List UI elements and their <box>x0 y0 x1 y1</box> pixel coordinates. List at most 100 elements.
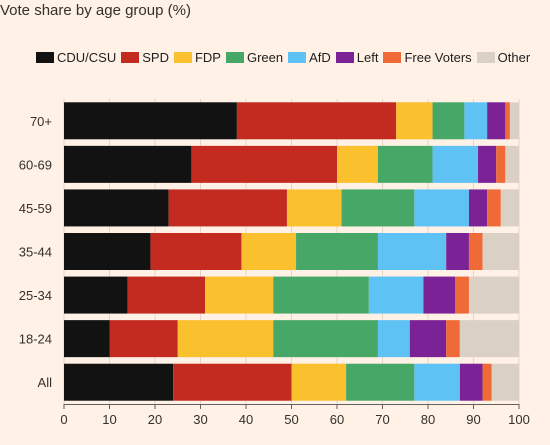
x-tick-label-30: 30 <box>193 412 207 427</box>
y-tick-label-35-44: 35-44 <box>19 245 52 260</box>
x-tick-label-20: 20 <box>148 412 162 427</box>
bar-45-59-cdu-csu <box>64 189 169 227</box>
bar-45-59-spd <box>168 189 287 227</box>
bar-35-44-cdu-csu <box>64 233 151 270</box>
legend-item-other: Other <box>476 50 531 65</box>
y-tick-label-70: 70+ <box>30 114 52 129</box>
legend-item-cdu-csu: CDU/CSU <box>36 50 116 65</box>
legend-label-green: Green <box>246 50 284 65</box>
legend-label-cdu-csu: CDU/CSU <box>57 50 117 65</box>
bar-70-afd <box>464 102 488 140</box>
bar-70-green <box>432 102 465 140</box>
bar-25-34-afd <box>368 276 424 314</box>
bar-35-44-fdp <box>241 233 297 270</box>
x-tick-label-40: 40 <box>239 412 253 427</box>
legend-label-left: Left <box>356 50 379 65</box>
y-tick-label-25-34: 25-34 <box>19 288 52 303</box>
legend-label-free-voters: Free Voters <box>404 50 472 65</box>
x-tick-label-70: 70 <box>375 412 389 427</box>
bar-60-69-left <box>478 145 497 183</box>
legend-swatch-left <box>335 52 354 63</box>
bar-18-24-fdp <box>177 320 274 358</box>
legend-label-afd: AfD <box>309 50 331 65</box>
bar-70-spd <box>236 102 397 140</box>
chart-title: Vote share by age group (%) <box>0 2 191 19</box>
bar-35-44-free-voters <box>468 233 483 270</box>
legend-label-other: Other <box>497 50 531 65</box>
bar-25-34-cdu-csu <box>64 276 128 314</box>
legend-item-spd: SPD <box>121 50 169 65</box>
bar-45-59-afd <box>414 189 469 227</box>
bar-all-cdu-csu <box>64 363 174 401</box>
bar-all-other <box>491 363 519 401</box>
bar-60-69-cdu-csu <box>64 145 192 183</box>
x-tick-label-50: 50 <box>284 412 298 427</box>
bar-all-left <box>459 363 483 401</box>
bar-70-free-voters <box>505 102 510 140</box>
legend-item-afd: AfD <box>288 50 331 65</box>
bar-35-44-other <box>482 233 519 270</box>
legend-swatch-spd <box>121 52 140 63</box>
legend-item-free-voters: Free Voters <box>383 50 472 65</box>
legend-swatch-afd <box>288 52 307 63</box>
bar-18-24-spd <box>109 320 178 358</box>
bar-70-fdp <box>396 102 433 140</box>
bar-18-24-free-voters <box>446 320 460 358</box>
bar-all-spd <box>173 363 292 401</box>
y-tick-label-all: All <box>38 375 53 390</box>
legend-item-green: Green <box>225 50 284 65</box>
legend-swatch-other <box>476 52 495 63</box>
legend-swatch-cdu-csu <box>36 52 54 63</box>
bar-45-59-free-voters <box>487 189 501 227</box>
bar-all-free-voters <box>482 363 492 401</box>
y-tick-label-60-69: 60-69 <box>19 157 52 172</box>
legend-swatch-fdp <box>173 52 192 63</box>
bar-45-59-green <box>341 189 415 227</box>
x-tick-label-60: 60 <box>330 412 344 427</box>
legend-label-fdp: FDP <box>194 50 221 65</box>
bar-18-24-other <box>459 320 519 358</box>
x-tick-label-10: 10 <box>102 412 116 427</box>
bar-25-34-green <box>273 276 369 314</box>
bar-60-69-free-voters <box>496 145 506 183</box>
bar-18-24-green <box>273 320 378 358</box>
bar-all-fdp <box>291 363 347 401</box>
bar-35-44-spd <box>150 233 242 270</box>
bar-70-cdu-csu <box>64 102 237 140</box>
bar-60-69-other <box>505 145 519 183</box>
bar-45-59-fdp <box>286 189 342 227</box>
bar-45-59-left <box>468 189 488 227</box>
legend-item-fdp: FDP <box>173 50 221 65</box>
x-tick-label-90: 90 <box>466 412 480 427</box>
legend-swatch-green <box>225 52 244 63</box>
bar-25-34-fdp <box>205 276 274 314</box>
bar-25-34-free-voters <box>455 276 469 314</box>
bars <box>64 102 519 401</box>
bar-25-34-spd <box>127 276 206 314</box>
bar-60-69-afd <box>432 145 479 183</box>
bar-60-69-green <box>377 145 433 183</box>
legend-item-left: Left <box>335 50 379 65</box>
x-tick-label-100: 100 <box>508 412 530 427</box>
bar-all-afd <box>414 363 460 401</box>
bar-18-24-afd <box>377 320 410 358</box>
bar-18-24-cdu-csu <box>64 320 110 358</box>
bar-35-44-green <box>296 233 378 270</box>
y-tick-label-45-59: 45-59 <box>19 201 52 216</box>
bar-70-left <box>487 102 506 140</box>
legend: CDU/CSU SPD FDP Green AfD Left Free Voters Othe… <box>36 50 535 65</box>
bar-35-44-afd <box>377 233 447 270</box>
bar-70-other <box>509 102 519 140</box>
x-tick-label-80: 80 <box>421 412 435 427</box>
legend-swatch-free-voters <box>383 52 402 63</box>
bar-60-69-spd <box>191 145 337 183</box>
bar-60-69-fdp <box>337 145 378 183</box>
legend-label-spd: SPD <box>142 50 169 65</box>
y-tick-label-18-24: 18-24 <box>19 332 52 347</box>
bar-25-34-left <box>423 276 456 314</box>
x-tick-label-0: 0 <box>60 412 67 427</box>
bar-25-34-other <box>468 276 519 314</box>
bar-45-59-other <box>500 189 519 227</box>
